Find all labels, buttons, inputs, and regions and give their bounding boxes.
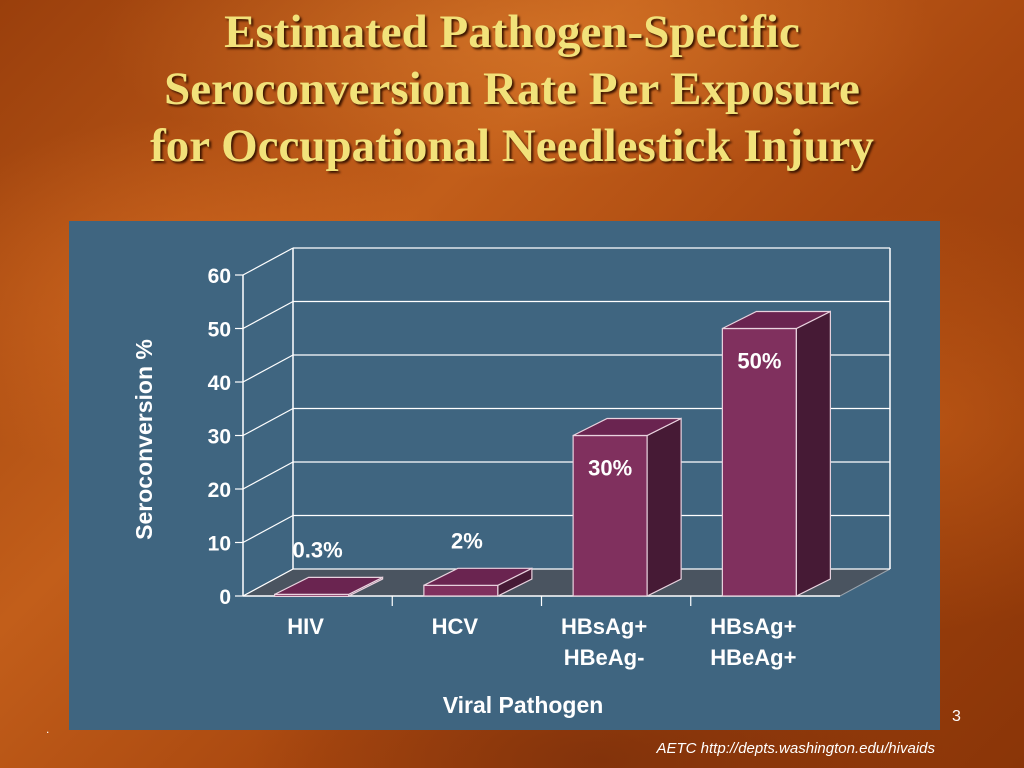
title-line: Seroconversion Rate Per Exposure	[164, 63, 860, 115]
y-tick-label: 50	[208, 319, 231, 342]
title-line: for Occupational Needlestick Injury	[150, 120, 874, 172]
gridline-diagonal	[242, 247, 294, 276]
x-tick-label-line: HIV	[287, 614, 324, 639]
y-tick-label: 20	[208, 479, 231, 502]
x-tick-label-line: HBeAg-	[564, 645, 645, 670]
y-tick-label: 0	[219, 586, 231, 609]
gridline-diagonal	[242, 568, 294, 597]
gridline-diagonal	[242, 354, 294, 383]
x-tick-label: HCV	[432, 614, 479, 639]
x-tick-label-line: HBeAg+	[710, 645, 796, 670]
bar	[721, 327, 797, 597]
bar-data-label: 2%	[451, 528, 483, 553]
x-tick-label-line: HBsAg+	[710, 614, 796, 639]
bullet-dot: .	[46, 722, 50, 736]
bar-data-label: 50%	[737, 349, 781, 374]
gridline-diagonal	[242, 461, 294, 490]
y-tick-label: 30	[208, 426, 231, 449]
bar-top	[274, 576, 383, 595]
y-tick-label: 60	[208, 265, 231, 288]
slide-number: 3	[952, 708, 961, 725]
gridline-diagonal	[242, 514, 294, 544]
bar-top	[423, 567, 533, 586]
slide-title: Estimated Pathogen-Specific Seroconversi…	[0, 4, 1024, 175]
x-axis-title: Viral Pathogen	[443, 692, 604, 718]
x-tick-label-line: HCV	[432, 614, 479, 639]
bar-side	[795, 310, 831, 597]
seroconversion-chart: 0 10 20 30 40 50 60 0.3% HIV 2% HCV 30% HBsAg+ HBeAg-…	[131, 247, 891, 718]
x-tick-label-line: HBsAg+	[561, 614, 647, 639]
bar-top	[722, 310, 831, 330]
source-citation: AETC http://depts.washington.edu/hivaids	[656, 740, 936, 757]
y-axis-title: Seroconversion %	[131, 339, 157, 540]
y-tick-label: 40	[208, 372, 231, 395]
gridline-diagonal	[242, 407, 294, 437]
title-line: Estimated Pathogen-Specific	[224, 6, 800, 58]
x-tick-label: HBsAg+ HBeAg+	[710, 614, 796, 670]
bar-data-label: 30%	[588, 456, 632, 481]
chart-panel: 0 10 20 30 40 50 60 0.3% HIV 2% HCV 30% HBsAg+ HBeAg-…	[69, 221, 940, 730]
gridline-diagonal	[242, 300, 294, 330]
x-tick-label: HIV	[287, 614, 324, 639]
bar-top	[572, 417, 682, 437]
bar	[423, 584, 499, 597]
bar-data-label: 0.3%	[293, 537, 343, 562]
bar-side	[646, 417, 682, 597]
x-tick-label: HBsAg+ HBeAg-	[561, 614, 647, 670]
y-tick-label: 10	[208, 533, 231, 556]
bar	[572, 434, 648, 597]
